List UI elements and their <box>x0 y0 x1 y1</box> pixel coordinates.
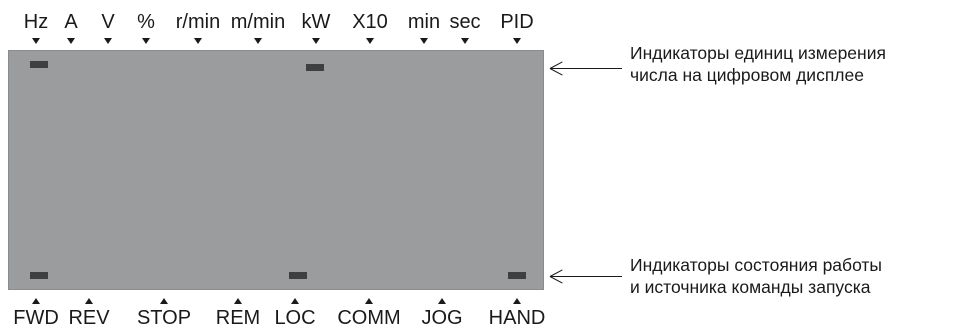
status-label-stop: STOP <box>136 307 192 329</box>
indicator-led-kw <box>306 64 324 71</box>
unit-label-percent: % <box>137 11 155 33</box>
units-callout-text: Индикаторы единиц измерения числа на циф… <box>630 42 886 86</box>
marker-up-icon <box>160 298 168 304</box>
status-label-loc: LOC <box>274 307 316 329</box>
marker-up-icon <box>438 298 446 304</box>
status-callout-line1: Индикаторы состояния работы <box>630 255 883 275</box>
status-label-rev: REV <box>68 307 110 329</box>
unit-label-x10: X10 <box>352 11 388 33</box>
arrow-head-icon <box>549 68 563 76</box>
unit-label-kw: kW <box>301 11 331 33</box>
marker-up-icon <box>234 298 242 304</box>
arrow-head-icon <box>549 276 563 284</box>
indicator-led-hand <box>508 272 526 279</box>
unit-label-min: min <box>407 11 441 33</box>
indicator-led-hz <box>30 61 48 68</box>
marker-down-icon <box>254 38 262 44</box>
units-callout-arrow-line <box>550 68 622 69</box>
marker-down-icon <box>32 38 40 44</box>
marker-down-icon <box>312 38 320 44</box>
indicator-led-fwd <box>30 272 48 279</box>
digital-display-panel <box>8 50 544 290</box>
marker-down-icon <box>461 38 469 44</box>
unit-label-sec: sec <box>449 11 481 33</box>
unit-label-hz: Hz <box>23 11 49 33</box>
marker-down-icon <box>104 38 112 44</box>
indicator-led-loc <box>289 272 307 279</box>
unit-label-mmin: m/min <box>230 11 286 33</box>
marker-up-icon <box>291 298 299 304</box>
status-callout-arrow-line <box>550 276 622 277</box>
unit-label-rmin: r/min <box>175 11 221 33</box>
status-label-fwd: FWD <box>13 307 59 329</box>
marker-down-icon <box>420 38 428 44</box>
status-label-rem: REM <box>215 307 261 329</box>
marker-up-icon <box>513 298 521 304</box>
marker-up-icon <box>365 298 373 304</box>
unit-label-a: A <box>64 11 78 33</box>
unit-label-v: V <box>101 11 115 33</box>
marker-down-icon <box>142 38 150 44</box>
status-callout-text: Индикаторы состояния работы и источника … <box>630 254 882 298</box>
status-label-jog: JOG <box>421 307 463 329</box>
marker-down-icon <box>67 38 75 44</box>
units-callout-line2: числа на цифровом дисплее <box>630 65 864 85</box>
marker-down-icon <box>194 38 202 44</box>
marker-up-icon <box>85 298 93 304</box>
status-callout-line2: и источника команды запуска <box>630 277 871 297</box>
status-label-hand: HAND <box>488 307 546 329</box>
units-callout-line1: Индикаторы единиц измерения <box>630 43 886 63</box>
unit-label-pid: PID <box>500 11 534 33</box>
marker-up-icon <box>32 298 40 304</box>
marker-down-icon <box>513 38 521 44</box>
marker-down-icon <box>366 38 374 44</box>
status-label-comm: COMM <box>337 307 401 329</box>
